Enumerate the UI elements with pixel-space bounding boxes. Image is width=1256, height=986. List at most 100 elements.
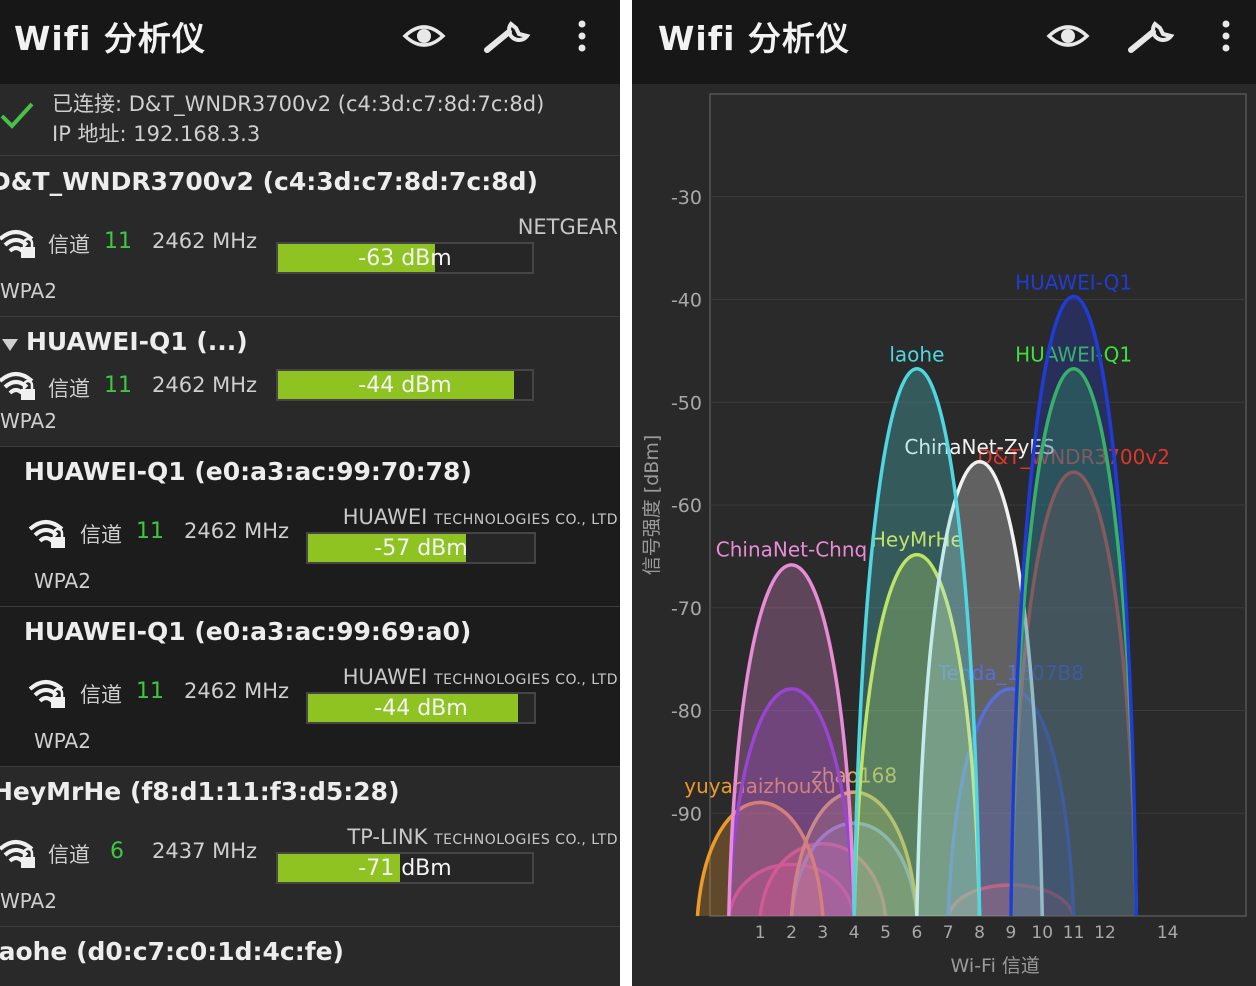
curve-label: zhao168 [811,764,897,788]
signal-curve [915,460,1045,917]
list-item-group[interactable]: HUAWEI-Q1 (...) 信道 11 2462 MHz -44 dBm W… [0,317,620,447]
ap-vendor: HUAWEI TECHNOLOGIES CO., LTD [342,505,618,529]
channel-graph: -30-40-50-60-70-80-901 2 3 4 5 6 7 8 9 10 11 12 14Wi… [641,93,1247,977]
security-type: WPA2 [0,409,57,433]
y-tick-label: -90 [671,803,702,825]
ap-name: HeyMrHe (f8:d1:11:f3:d5:28) [0,777,400,806]
y-tick-label: -50 [671,392,702,414]
curve-label: ChinaNet-ZyES [904,435,1054,459]
signal-bar-fill [278,244,436,272]
signal-strength: -44 dBm [358,373,452,398]
signal-strength: -71 dBm [358,856,452,881]
frequency: 2462 MHz [184,679,290,703]
curve-label: yuyanaizhouxu [684,774,836,798]
security-type: WPA2 [34,569,91,593]
signal-bar: -71 dBm [276,852,534,884]
channel-label: 信道 [48,843,90,867]
frequency: 2462 MHz [152,373,258,397]
x-tick-label: 14 [1157,923,1179,943]
signal-curve [1009,294,1139,917]
curve-label: D&T_WNDR3700v2 [977,445,1170,469]
overflow-menu-icon[interactable] [556,10,608,62]
channel-graph-screen: Wifi 分析仪 -30 -40 -50 -60 -70 -80 -90 1 2 3 4 5 6 7 8 9 1… [632,0,1256,986]
x-tick-label: 10 [1031,923,1053,943]
list-item[interactable]: HUAWEI-Q1 (e0:a3:ac:99:69:a0) HUAWEI TEC… [0,607,620,767]
frequency: 2462 MHz [152,229,258,253]
ap-name: HUAWEI-Q1 (e0:a3:ac:99:69:a0) [24,617,472,646]
channel-number: 11 [136,519,164,544]
security-type: WPA2 [0,889,57,913]
x-tick-label: 3 [817,923,828,943]
y-tick-label: -30 [671,187,702,209]
channel-label: 信道 [80,523,122,547]
x-tick-label: 11 [1063,923,1085,943]
app-title: Wifi 分析仪 [14,19,206,58]
wrench-icon[interactable] [1126,10,1178,62]
signal-bar-fill [278,371,515,399]
frequency: 2462 MHz [184,519,290,543]
y-tick-label: -40 [671,290,702,312]
channel-number: 11 [136,679,164,704]
list-item[interactable]: D&T_WNDR3700v2 (c4:3d:c7:8d:7c:8d) NETGE… [0,157,620,317]
ap-name: HUAWEI-Q1 (...) [26,327,248,356]
app-title: Wifi 分析仪 [658,19,850,58]
signal-strength: -44 dBm [374,696,468,721]
curve-label: HUAWEI-Q1 [1015,342,1132,366]
wifi-lock-icon [0,840,35,868]
signal-bar: -63 dBm [276,242,534,274]
eye-icon[interactable] [1042,10,1094,62]
connected-network: 已连接: D&T_WNDR3700v2 (c4:3d:c7:8d:7c:8d) [52,92,545,116]
channel-number: 11 [104,229,132,254]
wrench-icon[interactable] [482,10,534,62]
x-tick-label: 4 [849,923,860,943]
signal-bar: -44 dBm [306,692,536,724]
list-item[interactable]: laohe (d0:c7:c0:1d:4c:fe) [0,927,620,986]
channel-label: 信道 [48,233,90,257]
channel-number: 11 [104,373,132,398]
wifi-lock-icon [28,520,65,548]
signal-bar: -44 dBm [276,369,534,401]
list-item[interactable]: HUAWEI-Q1 (e0:a3:ac:99:70:78) HUAWEI TEC… [0,447,620,607]
security-type: WPA2 [0,279,57,303]
list-item[interactable]: HeyMrHe (f8:d1:11:f3:d5:28) TP-LINK TECH… [0,767,620,927]
ap-name: D&T_WNDR3700v2 (c4:3d:c7:8d:7c:8d) [0,167,538,196]
app-bar: Wifi 分析仪 [632,0,1256,84]
curve-label: HUAWEI-Q1 [1015,271,1132,295]
x-tick-label: 8 [974,923,985,943]
signal-strength: -63 dBm [358,246,452,271]
frequency: 2437 MHz [152,839,258,863]
y-tick-label: -70 [671,598,702,620]
signal-curve [852,553,982,917]
eye-icon[interactable] [398,10,450,62]
ap-vendor: HUAWEI TECHNOLOGIES CO., LTD [342,665,618,689]
wifi-lock-icon [0,230,35,258]
signal-curve [727,563,856,917]
ap-name: HUAWEI-Q1 (e0:a3:ac:99:70:78) [24,457,472,486]
overflow-menu-icon[interactable] [1200,10,1252,62]
curve-label: laohe [889,342,944,366]
x-tick-label: 7 [943,923,954,943]
collapse-triangle-icon[interactable] [2,339,18,351]
wifi-lock-icon [0,372,35,400]
security-type: WPA2 [34,729,91,753]
signal-curve [852,367,982,917]
access-point-list-screen: Wifi 分析仪 已连接: D&T_WNDR3700v2 (c4:3d:c7:8… [0,0,620,986]
signal-curve [1009,367,1139,917]
connection-status: 已连接: D&T_WNDR3700v2 (c4:3d:c7:8d:7c:8d) … [0,84,620,156]
signal-bar-fill [278,854,400,882]
ap-vendor: NETGEAR [517,215,618,239]
ap-vendor: TP-LINK TECHNOLOGIES CO., LTD [347,825,618,849]
ap-name: laohe (d0:c7:c0:1d:4c:fe) [0,937,344,966]
signal-strength: -57 dBm [374,536,468,561]
signal-curve [727,687,856,917]
signal-bar: -57 dBm [306,532,536,564]
channel-number: 6 [110,839,124,864]
x-tick-label: 1 [755,923,766,943]
x-tick-label: 9 [1005,923,1016,943]
curve-label: ChinaNet-Chnq [716,538,867,562]
x-tick-label: 12 [1094,923,1116,943]
signal-bar-fill [308,694,519,722]
x-tick-label: 6 [911,923,922,943]
ip-address: IP 地址: 192.168.3.3 [52,122,261,146]
y-axis-label: 信号强度 [dBm] [641,435,663,575]
